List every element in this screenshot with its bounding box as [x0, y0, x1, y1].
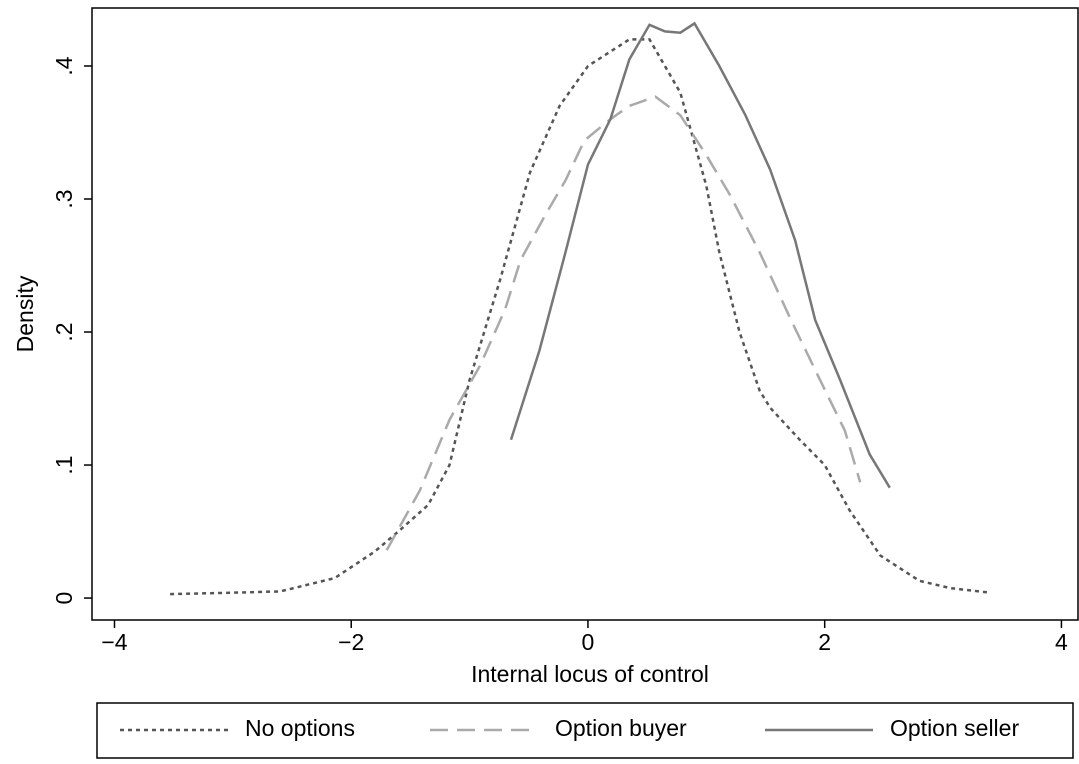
x-tick-label: 0 [582, 629, 595, 655]
x-tick-label: 4 [1055, 629, 1068, 655]
density-line [170, 38, 991, 596]
plot-frame [91, 7, 1079, 621]
y-axis-label: Density [12, 275, 38, 352]
y-tick-label: .1 [51, 455, 77, 474]
x-tick-label: 2 [818, 629, 831, 655]
y-tick-label: 0 [51, 592, 77, 605]
legend-label: Option buyer [555, 715, 687, 741]
density-line [385, 95, 862, 551]
y-tick-label: .3 [51, 189, 77, 208]
legend-box [96, 702, 1074, 759]
legend-label: No options [245, 715, 355, 741]
x-tick-label: −2 [338, 629, 364, 655]
x-tick-label: −4 [101, 629, 127, 655]
y-tick-label: .4 [51, 56, 77, 75]
y-tick-label: .2 [51, 322, 77, 341]
density-line [509, 21, 891, 489]
x-axis-label: Internal locus of control [471, 661, 709, 687]
legend-label: Option seller [890, 715, 1019, 741]
